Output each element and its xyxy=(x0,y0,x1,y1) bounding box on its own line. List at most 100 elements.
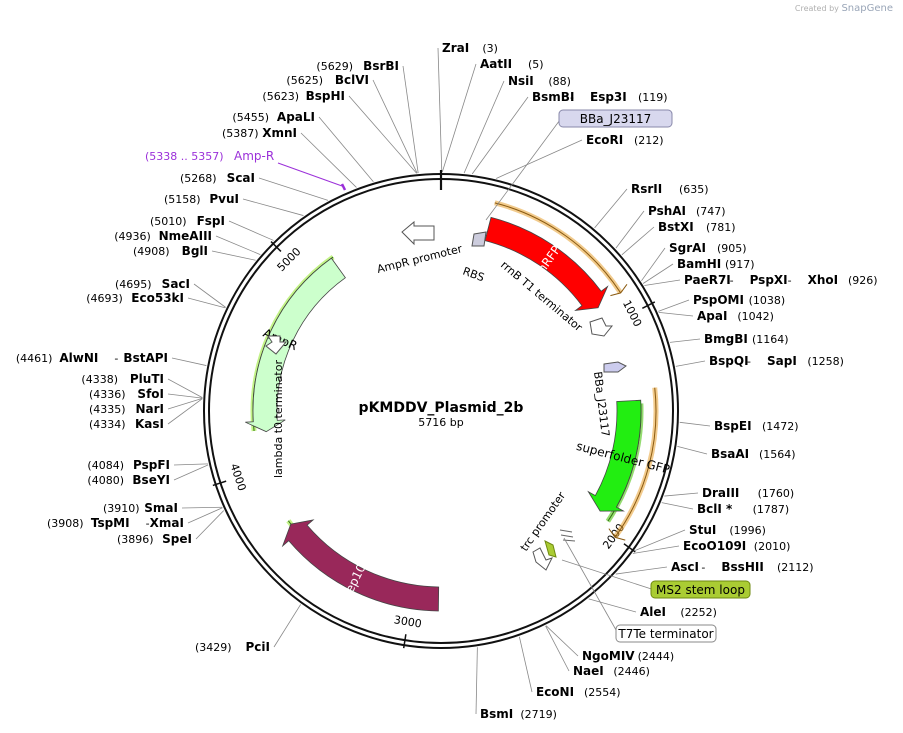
feature-box-text: BBa_J23117 xyxy=(580,112,652,126)
site-label[interactable]: BspHI (5623) xyxy=(262,89,345,103)
site-label[interactable]: BclVI (5625) xyxy=(286,73,369,87)
site-label[interactable]: SpeI (3896) xyxy=(117,532,192,546)
enzyme-position: (905) xyxy=(717,242,747,255)
enzyme-name: BsmBI xyxy=(532,90,574,104)
site-label[interactable]: BseYI (4080) xyxy=(87,473,170,487)
feature-box[interactable] xyxy=(650,580,751,599)
enzyme-position: (2252) xyxy=(680,606,717,619)
site-label[interactable]: PaeR7I - PspXI - XhoI (926) xyxy=(684,273,878,287)
amp-r-range: (5338 .. 5357) xyxy=(145,150,224,163)
site-label[interactable]: BspEI (1472) xyxy=(714,419,799,433)
enzyme-name: BseYI xyxy=(132,473,170,487)
enzyme-position: (1472) xyxy=(762,420,799,433)
leader-line xyxy=(173,463,208,466)
site-label[interactable]: DraIII (1760) xyxy=(702,486,794,500)
site-label[interactable]: BsaAI (1564) xyxy=(711,447,796,461)
enzyme-name: BamHI xyxy=(677,257,721,271)
enzyme-position: (4336) xyxy=(89,388,126,401)
leader-line xyxy=(242,198,304,216)
site-label[interactable]: AatII (5) xyxy=(480,57,544,71)
enzyme-position: (5010) xyxy=(150,215,187,228)
feature-arrow-superfolder-gfp[interactable] xyxy=(587,399,642,512)
amp-r-mark xyxy=(340,183,347,191)
site-label[interactable]: AscI - BssHII (2112) xyxy=(671,560,814,574)
ampr-promoter-label: AmpR promoter xyxy=(376,242,464,276)
enzyme-name: NarI xyxy=(135,402,164,416)
site-label[interactable]: NmeAIII (4936) xyxy=(114,229,212,243)
enzyme-position: (2719) xyxy=(520,708,557,721)
feature-arrow-ampr[interactable] xyxy=(245,257,346,433)
name-separator: - xyxy=(570,91,574,104)
enzyme-position: (5387) xyxy=(222,127,259,140)
site-label[interactable]: EcoNI (2554) xyxy=(536,685,621,699)
site-label[interactable]: PspFI (4084) xyxy=(87,458,170,472)
feature-arrow-mrfp1[interactable] xyxy=(484,216,609,311)
site-label[interactable]: XmaI - TspMI (3908) xyxy=(47,516,184,530)
site-label[interactable]: BsmI (2719) xyxy=(480,707,557,721)
enzyme-name: DraIII xyxy=(702,486,739,500)
site-label[interactable]: BstXI (781) xyxy=(658,220,736,234)
enzyme-name: AscI xyxy=(671,560,699,574)
site-label[interactable]: SgrAI (905) xyxy=(669,241,747,255)
site-label[interactable]: PshAI (747) xyxy=(648,204,726,218)
site-label[interactable]: SacI (4695) xyxy=(115,277,190,291)
enzyme-name: BstXI xyxy=(658,220,694,234)
site-label[interactable]: BamHI (917) xyxy=(677,257,755,271)
site-leader-lines xyxy=(167,47,711,715)
site-label[interactable]: BstAPI - AlwNI (4461) xyxy=(16,351,168,365)
site-label[interactable]: Eco53kI (4693) xyxy=(86,291,184,305)
feature-arrow-rep101[interactable] xyxy=(281,519,440,612)
enzyme-position: (4693) xyxy=(86,292,123,305)
enzyme-position: (2444) xyxy=(638,650,675,663)
site-label[interactable]: PciI (3429) xyxy=(195,640,270,654)
site-label[interactable]: FspI (5010) xyxy=(150,214,225,228)
site-label[interactable]: BspQI - SapI (1258) xyxy=(709,354,844,368)
enzyme-name: ApaI xyxy=(697,309,727,323)
feature-box-text: MS2 stem loop xyxy=(656,583,745,597)
site-label[interactable]: PluTI (4338) xyxy=(81,372,164,386)
leader-line xyxy=(658,299,690,312)
site-label[interactable]: EcoO109I (2010) xyxy=(683,539,790,553)
leader-line xyxy=(475,647,478,715)
site-label[interactable]: NsiI (88) xyxy=(508,74,571,88)
site-label[interactable]: BglI (4908) xyxy=(133,244,208,258)
site-label[interactable]: ZraI (3) xyxy=(442,41,498,55)
site-label[interactable]: StuI (1996) xyxy=(689,523,766,537)
snapgene-logo-text: SnapGene xyxy=(841,3,893,14)
feature-box[interactable] xyxy=(558,109,673,128)
enzyme-name: BclI * xyxy=(697,502,733,516)
site-label[interactable]: NarI (4335) xyxy=(89,402,164,416)
site-label[interactable]: ApaLI (5455) xyxy=(232,110,315,124)
enzyme-name: BspHI xyxy=(306,89,345,103)
enzyme-name: XmaI xyxy=(150,516,184,530)
site-label[interactable]: ApaI (1042) xyxy=(697,309,774,323)
site-label[interactable]: PvuI (5158) xyxy=(164,192,239,206)
site-label[interactable]: RsrII (635) xyxy=(631,182,709,196)
enzyme-name: BsrBI xyxy=(363,59,399,73)
site-label[interactable]: BsmBI - Esp3I (119) xyxy=(532,90,668,104)
site-label[interactable]: ScaI (5268) xyxy=(180,171,255,185)
site-label[interactable]: AleI (2252) xyxy=(640,605,717,619)
site-label[interactable]: EcoRI (212) xyxy=(586,133,664,147)
site-label[interactable]: BmgBI (1164) xyxy=(704,332,789,346)
site-label[interactable]: NgoMIV (2444) xyxy=(582,649,674,663)
site-label[interactable]: PspOMI (1038) xyxy=(693,293,785,307)
site-label[interactable]: NaeI (2446) xyxy=(573,664,650,678)
enzyme-position: (4338) xyxy=(81,373,118,386)
leader-line xyxy=(471,96,529,175)
leader-line xyxy=(661,502,694,510)
enzyme-name: SpeI xyxy=(162,532,192,546)
site-label[interactable]: BclI * (1787) xyxy=(697,502,789,516)
enzyme-name: NmeAIII xyxy=(159,229,212,243)
site-label[interactable]: KasI (4334) xyxy=(89,417,164,431)
site-label[interactable]: BsrBI (5629) xyxy=(316,59,399,73)
site-label[interactable]: SfoI (4336) xyxy=(89,387,164,401)
bba-label: BBa_J23117 xyxy=(591,371,612,438)
site-label[interactable]: XmnI(5387) xyxy=(222,126,297,140)
name-separator: - xyxy=(114,352,118,365)
ampr-promoter-glyph xyxy=(401,220,435,246)
enzyme-position: (3429) xyxy=(195,641,232,654)
rrnb-terminator-glyph xyxy=(589,317,614,337)
site-label[interactable]: SmaI (3910) xyxy=(103,501,178,515)
feature-box[interactable] xyxy=(615,624,717,643)
